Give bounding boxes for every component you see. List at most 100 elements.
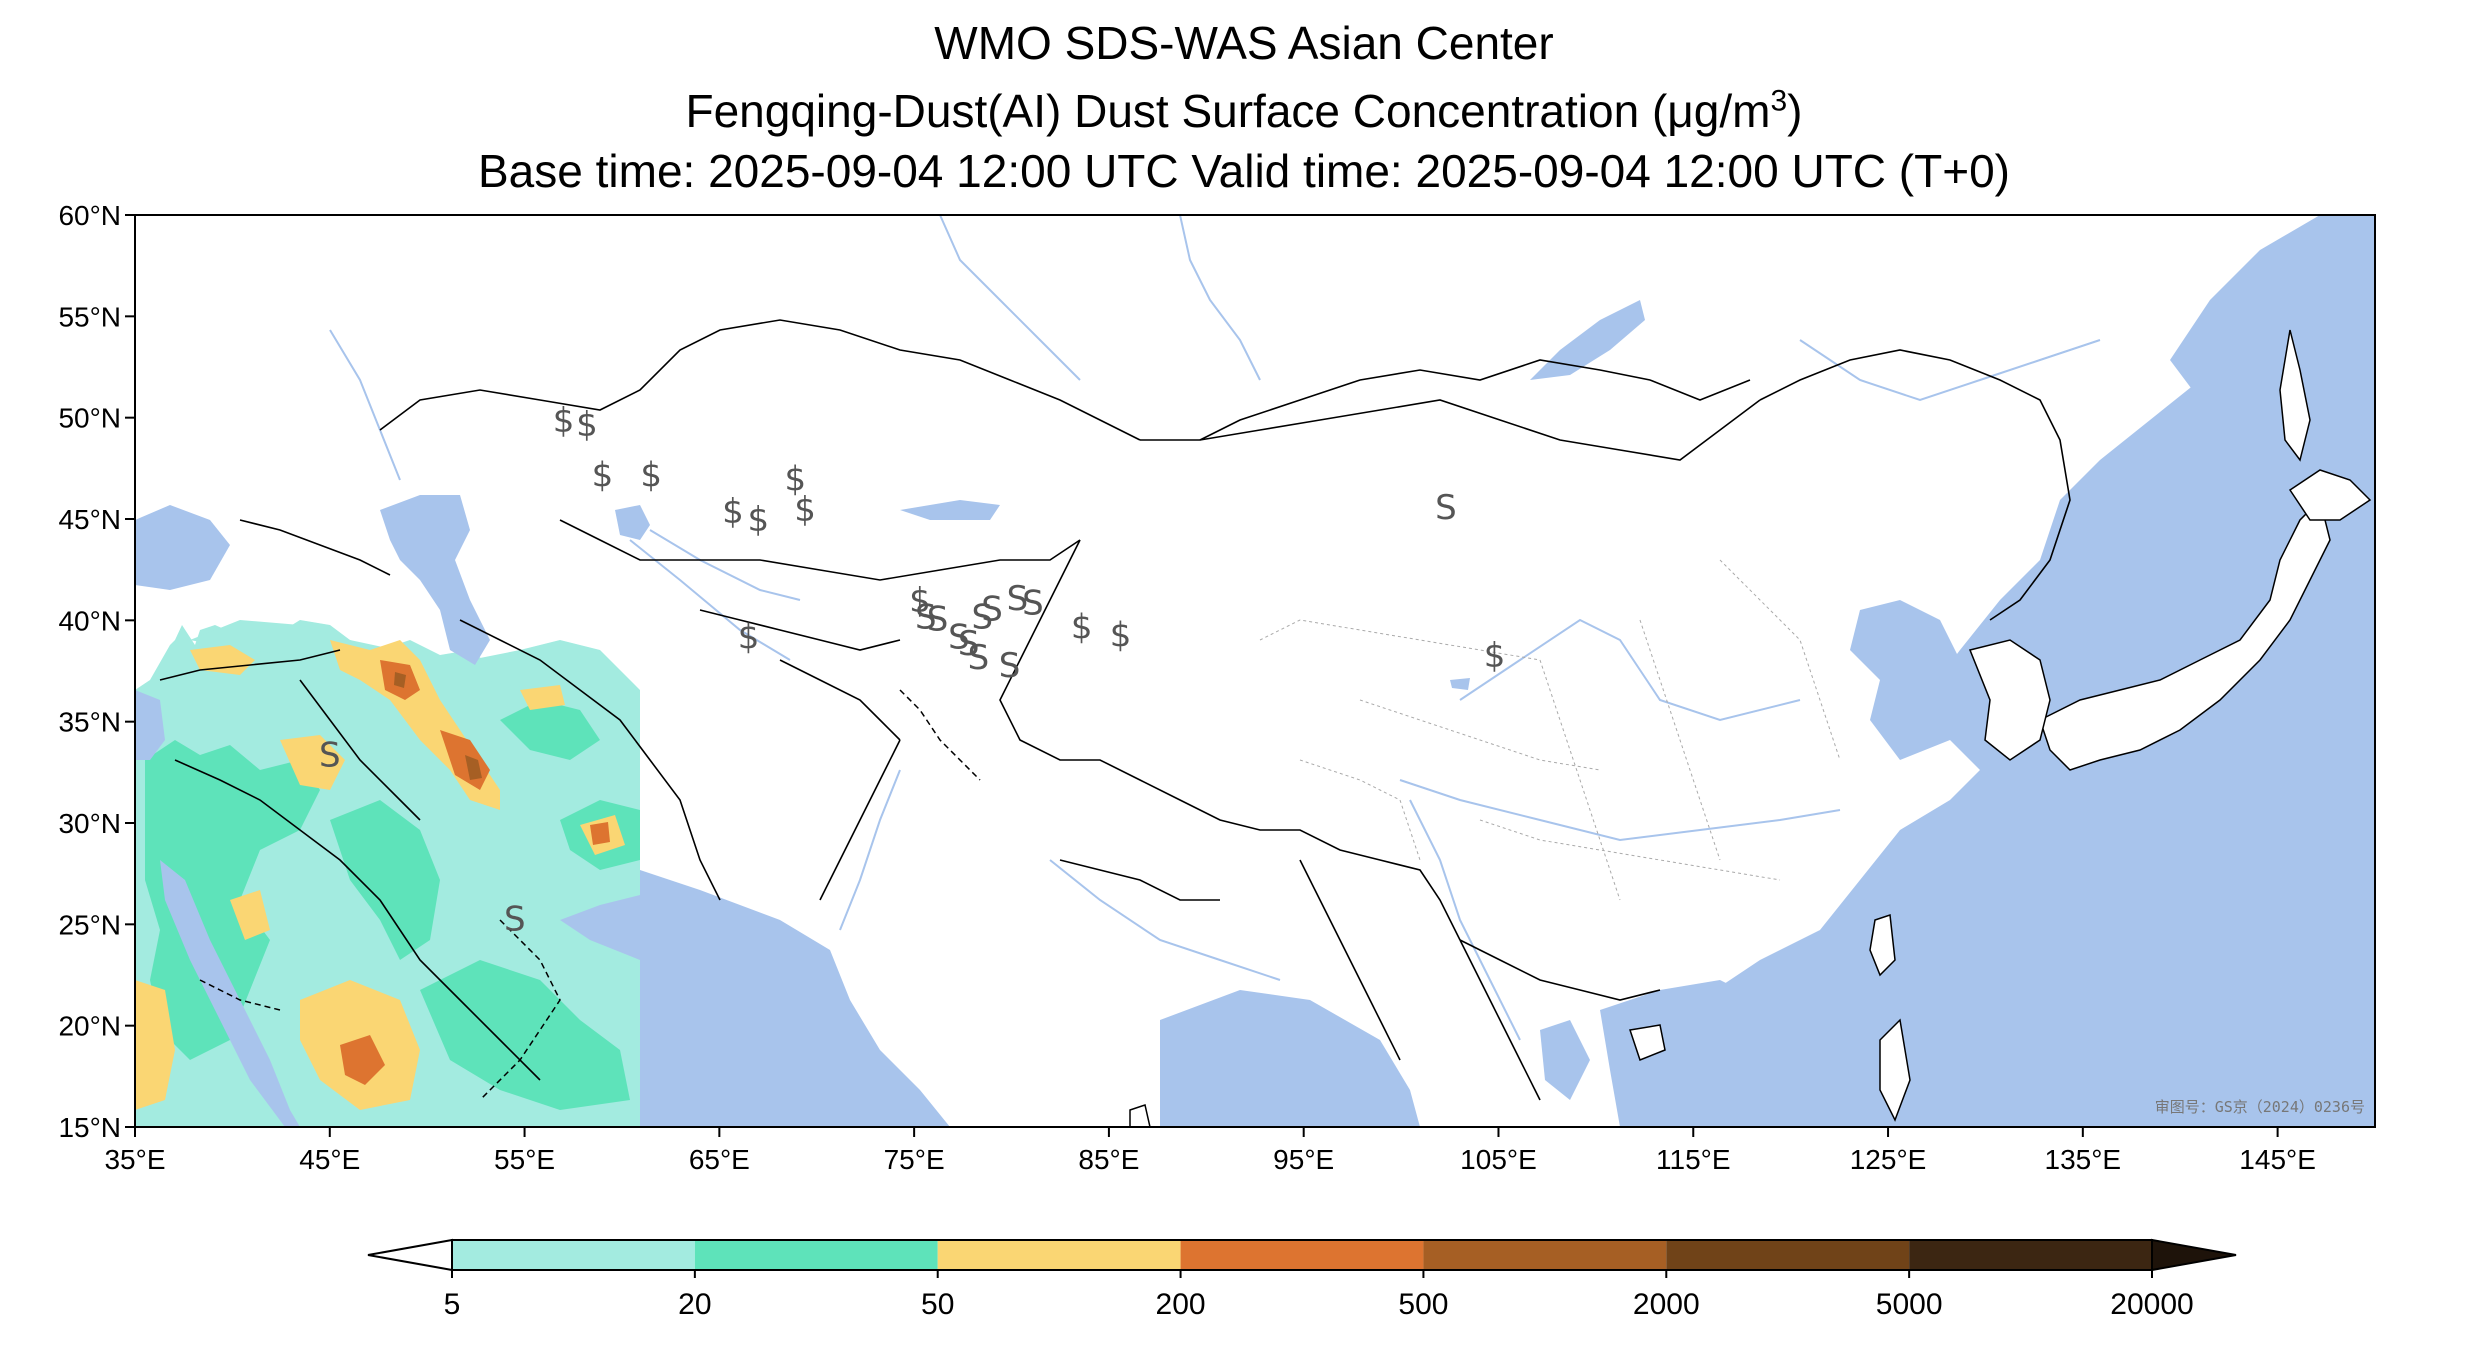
map-watermark: 审图号：GS京（2024）0236号 xyxy=(2155,1098,2365,1116)
weather-symbol: $ xyxy=(738,618,760,658)
pakistan-afghanistan-border xyxy=(779,659,901,741)
black-sea xyxy=(135,505,230,590)
lon-tick-label: 45°E xyxy=(299,1144,360,1175)
mongolia-russia-border xyxy=(1199,359,1751,441)
weather-symbol: $ xyxy=(553,401,575,441)
china-west-border xyxy=(999,539,1461,941)
colorbar-over-triangle xyxy=(2151,1238,2237,1272)
title-line-2-unit: g/m xyxy=(1693,85,1771,137)
colorbar-label: 200 xyxy=(1156,1288,1206,1321)
province-border-6 xyxy=(1719,559,1841,761)
hainan xyxy=(1629,1024,1666,1061)
ob-river xyxy=(939,215,1081,381)
lon-tick-label: 115°E xyxy=(1656,1144,1731,1175)
lon-tick-label: 55°E xyxy=(494,1144,555,1175)
lon-tick-label: 135°E xyxy=(2045,1144,2122,1175)
bohai-yellow-sea xyxy=(1850,600,1970,760)
lon-tick-label: 145°E xyxy=(2239,1144,2316,1175)
colorbar-segment xyxy=(1909,1240,2152,1270)
iran-border xyxy=(459,619,721,901)
dust-concentration-field xyxy=(135,620,640,1127)
red-sea xyxy=(160,860,300,1127)
weather-symbol: S xyxy=(1435,488,1457,528)
caucasus-border xyxy=(239,519,391,576)
lat-tick-label: 60°N xyxy=(58,200,121,231)
title-line-2: Fengqing-Dust(AI) Dust Surface Concentra… xyxy=(0,84,2488,138)
weather-symbol: S xyxy=(972,597,994,637)
province-border-7 xyxy=(1299,759,1421,861)
afghanistan-north-border xyxy=(699,609,901,651)
qinghai-lake xyxy=(1450,678,1470,690)
dust-contour-50-f xyxy=(230,890,270,940)
title-line-2-suffix: ) xyxy=(1787,85,1803,137)
weather-symbol: S xyxy=(319,735,341,775)
yellow-river xyxy=(1459,618,1801,722)
dust-contour-50-e xyxy=(135,980,175,1110)
weather-symbol: S xyxy=(958,624,980,664)
lon-tick-label: 125°E xyxy=(1850,1144,1927,1175)
ganges-river xyxy=(1049,859,1281,981)
yenisei-river xyxy=(1179,215,1261,381)
kashmir-dashed xyxy=(899,689,981,781)
province-border-3 xyxy=(1539,659,1621,901)
dust-contour-500 xyxy=(465,755,482,780)
title-line-3: Base time: 2025-09-04 12:00 UTC Valid ti… xyxy=(478,145,2010,197)
weather-symbol: $ xyxy=(784,460,806,500)
lat-tick-label: 45°N xyxy=(58,504,121,535)
india-nepal-border xyxy=(1059,859,1220,901)
weather-symbol: S xyxy=(1022,583,1044,623)
latitude-axis: 60°N 55°N 50°N 45°N 40°N 35°N 30°N 25°N 20°N 15°N xyxy=(58,200,135,1143)
yangtze-river xyxy=(1399,779,1841,842)
china-mongolia-border xyxy=(1140,399,1761,461)
weather-symbol: $ xyxy=(592,456,614,496)
colorbar-segment xyxy=(1423,1240,1667,1270)
province-border-2 xyxy=(1359,699,1601,771)
dust-contour-20-d xyxy=(500,700,600,760)
province-border-1 xyxy=(1259,619,1541,661)
weather-symbol: S xyxy=(968,638,990,678)
colorbar-frame xyxy=(451,1239,2153,1271)
mekong-river xyxy=(1409,799,1521,1041)
colorbar-segment xyxy=(452,1240,695,1270)
china-south-border xyxy=(1459,939,1661,1001)
weather-symbol: S xyxy=(915,597,937,637)
southeast-asia-border xyxy=(1459,939,1541,1101)
national-borders xyxy=(159,319,2071,1101)
weather-symbol: S xyxy=(927,599,949,639)
dust-contour-200-c xyxy=(340,1035,385,1085)
map-frame xyxy=(134,214,2376,1128)
sakhalin xyxy=(2279,329,2311,462)
weather-symbol: $ xyxy=(747,500,769,540)
bay-of-bengal xyxy=(1160,990,1420,1127)
arabia-dashed xyxy=(479,919,561,1101)
baikal-lake xyxy=(1530,300,1645,380)
weather-symbol: S xyxy=(948,618,970,658)
weather-symbol: S xyxy=(504,899,526,939)
weather-symbol: S xyxy=(999,646,1021,686)
weather-symbol: $ xyxy=(576,405,598,445)
lon-tick-label: 75°E xyxy=(884,1144,945,1175)
dust-contour-200-d xyxy=(590,822,610,845)
hokkaido xyxy=(2288,469,2372,521)
islands xyxy=(1129,329,2372,1127)
dust-contour-50-g xyxy=(520,685,565,710)
weather-symbol: S xyxy=(1007,579,1029,619)
china-north-border xyxy=(1759,349,2071,621)
korea xyxy=(1968,639,2051,761)
province-border-4 xyxy=(1639,619,1721,861)
title-line-2-mu: μ xyxy=(1667,85,1694,137)
colorbar-segment xyxy=(1666,1240,1910,1270)
colorbar-label: 5000 xyxy=(1876,1288,1943,1321)
lon-tick-label: 105°E xyxy=(1460,1144,1537,1175)
myanmar-border xyxy=(1299,859,1401,1061)
lon-tick-label: 65°E xyxy=(689,1144,750,1175)
colorbar-label: 5 xyxy=(444,1288,461,1321)
weather-symbol: $ xyxy=(909,581,931,621)
colorbar: 5 20 50 200 500 2000 5000 20000 xyxy=(367,1238,2237,1321)
aral-sea xyxy=(615,505,650,540)
colorbar-label: 500 xyxy=(1398,1288,1448,1321)
luzon xyxy=(1879,1018,1911,1122)
colorbar-segment xyxy=(937,1240,1181,1270)
